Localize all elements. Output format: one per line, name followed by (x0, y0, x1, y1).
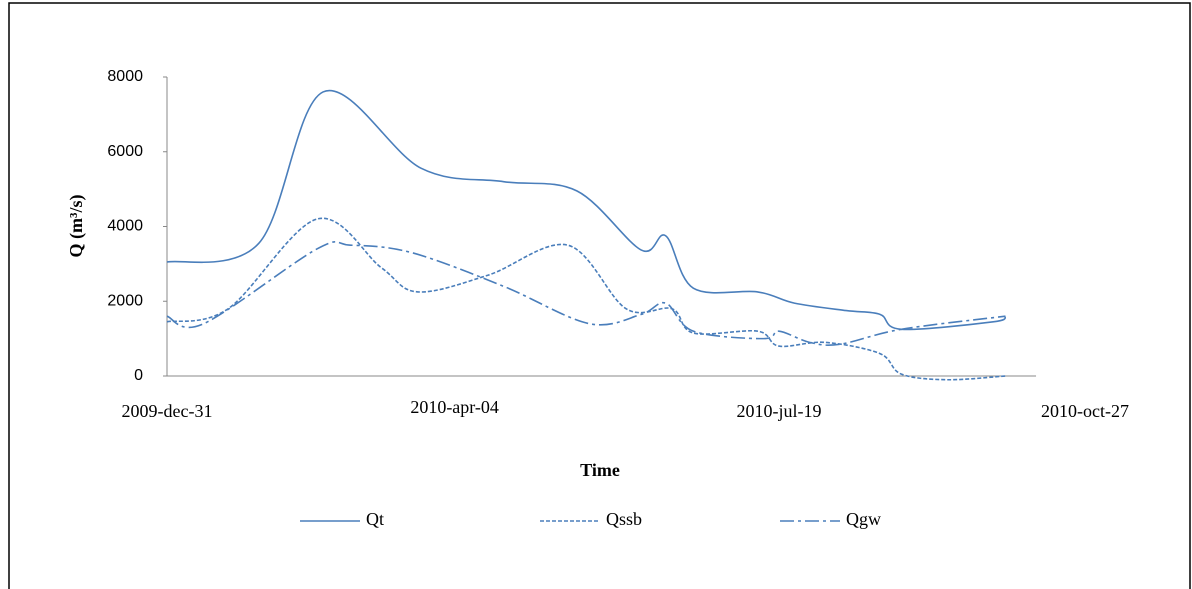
legend-label: Qgw (846, 509, 881, 529)
y-tick-label: 8000 (107, 68, 143, 85)
y-tick-label: 0 (134, 367, 143, 384)
x-tick-label: 2010-oct-27 (1041, 401, 1129, 421)
series-line (166, 241, 1006, 346)
y-axis-label: Q (m³/s) (66, 195, 87, 258)
y-tick-label: 2000 (107, 292, 143, 309)
x-tick-label: 2010-jul-19 (737, 401, 822, 421)
legend-label: Qt (366, 509, 384, 529)
x-axis-label: Time (580, 460, 620, 480)
y-tick-label: 4000 (107, 218, 143, 235)
legend-label: Qssb (606, 509, 642, 529)
y-tick-label: 6000 (107, 143, 143, 160)
series-line (166, 217, 1006, 381)
frame (8, 2, 1191, 589)
x-tick-label: 2010-apr-04 (410, 397, 499, 417)
x-tick-label: 2009-dec-31 (122, 401, 213, 421)
series-line (166, 89, 1007, 331)
